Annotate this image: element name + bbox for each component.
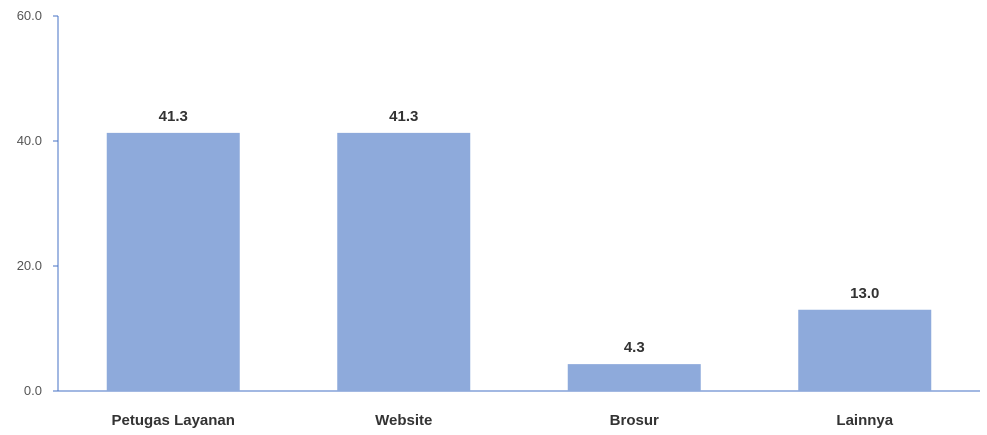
bar: [567, 364, 701, 391]
bars: [106, 132, 932, 391]
category-label: Lainnya: [836, 412, 893, 429]
data-label: 13.0: [850, 285, 879, 302]
bar: [798, 309, 932, 391]
category-label: Brosur: [610, 412, 659, 429]
category-label: Website: [375, 412, 432, 429]
category-label: Petugas Layanan: [112, 412, 235, 429]
data-label: 4.3: [624, 339, 645, 356]
data-labels: 41.3 41.3 4.3 13.0: [159, 108, 880, 356]
y-axis-ticks: 0.0 20.0 40.0 60.0: [17, 8, 58, 398]
y-tick-label: 40.0: [17, 133, 42, 148]
data-label: 41.3: [389, 108, 418, 125]
y-tick-label: 0.0: [24, 383, 42, 398]
data-label: 41.3: [159, 108, 188, 125]
y-tick-label: 20.0: [17, 258, 42, 273]
category-labels: Petugas Layanan Website Brosur Lainnya: [112, 412, 894, 429]
bar: [106, 132, 240, 391]
bar: [337, 132, 471, 391]
y-tick-label: 60.0: [17, 8, 42, 23]
